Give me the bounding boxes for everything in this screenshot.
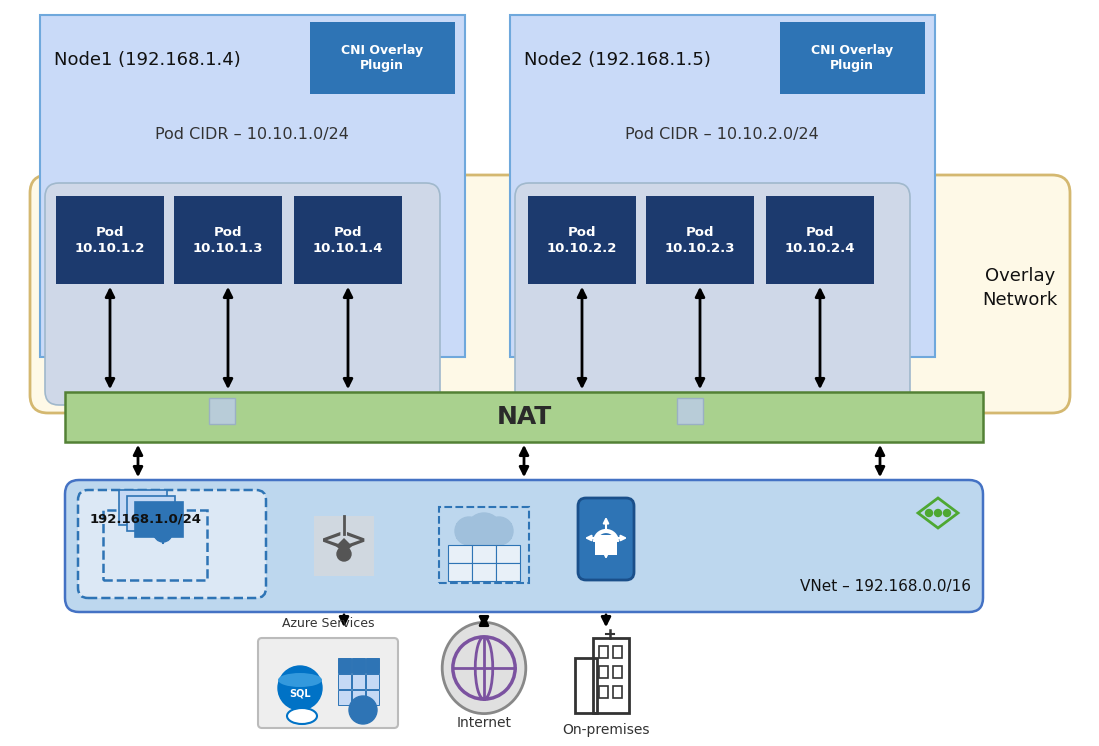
Circle shape	[154, 524, 173, 542]
Ellipse shape	[278, 673, 322, 687]
Text: <: <	[320, 527, 344, 555]
Text: Internet: Internet	[456, 716, 511, 730]
FancyBboxPatch shape	[314, 516, 374, 576]
FancyBboxPatch shape	[135, 502, 184, 537]
FancyBboxPatch shape	[338, 658, 351, 673]
Text: VNet – 192.168.0.0/16: VNet – 192.168.0.0/16	[800, 579, 972, 594]
Circle shape	[466, 513, 502, 549]
FancyBboxPatch shape	[56, 196, 164, 284]
FancyBboxPatch shape	[515, 183, 910, 405]
Text: Azure Services: Azure Services	[281, 617, 375, 630]
Circle shape	[934, 510, 942, 516]
FancyBboxPatch shape	[578, 498, 634, 580]
Text: Node1 (192.168.1.4): Node1 (192.168.1.4)	[54, 51, 241, 69]
Text: 192.168.1.0/24: 192.168.1.0/24	[90, 512, 202, 525]
Polygon shape	[336, 538, 352, 554]
FancyBboxPatch shape	[209, 398, 235, 424]
Circle shape	[455, 517, 482, 545]
FancyBboxPatch shape	[338, 690, 351, 705]
FancyBboxPatch shape	[65, 480, 983, 612]
Text: Overlay
Network: Overlay Network	[983, 267, 1057, 309]
FancyBboxPatch shape	[448, 545, 471, 563]
FancyBboxPatch shape	[65, 392, 983, 442]
Text: Pod
10.10.2.2: Pod 10.10.2.2	[547, 225, 618, 254]
FancyBboxPatch shape	[366, 690, 379, 705]
FancyBboxPatch shape	[40, 15, 465, 357]
FancyBboxPatch shape	[496, 563, 520, 581]
Circle shape	[278, 666, 322, 710]
FancyBboxPatch shape	[119, 490, 167, 525]
FancyBboxPatch shape	[352, 690, 365, 705]
FancyBboxPatch shape	[127, 496, 175, 531]
FancyBboxPatch shape	[366, 658, 379, 673]
FancyBboxPatch shape	[448, 563, 471, 581]
Text: Pod CIDR – 10.10.1.0/24: Pod CIDR – 10.10.1.0/24	[155, 128, 349, 142]
Circle shape	[925, 510, 932, 516]
FancyBboxPatch shape	[352, 674, 365, 689]
FancyBboxPatch shape	[646, 196, 754, 284]
Text: Pod
10.10.1.3: Pod 10.10.1.3	[192, 225, 264, 254]
Ellipse shape	[287, 708, 317, 724]
Text: Pod
10.10.2.3: Pod 10.10.2.3	[665, 225, 735, 254]
FancyBboxPatch shape	[78, 490, 266, 598]
Text: Pod CIDR – 10.10.2.0/24: Pod CIDR – 10.10.2.0/24	[625, 128, 819, 142]
Text: Pod
10.10.1.2: Pod 10.10.1.2	[75, 225, 145, 254]
FancyBboxPatch shape	[30, 175, 1070, 413]
Text: Pod
10.10.2.4: Pod 10.10.2.4	[785, 225, 855, 254]
FancyBboxPatch shape	[471, 545, 496, 563]
Text: NAT: NAT	[497, 405, 552, 429]
FancyBboxPatch shape	[174, 196, 282, 284]
Circle shape	[944, 510, 951, 516]
FancyBboxPatch shape	[677, 398, 703, 424]
Text: On-premises: On-premises	[563, 723, 650, 737]
FancyBboxPatch shape	[471, 563, 496, 581]
Text: Node2 (192.168.1.5): Node2 (192.168.1.5)	[524, 51, 711, 69]
FancyBboxPatch shape	[352, 658, 365, 673]
FancyBboxPatch shape	[45, 183, 440, 405]
Circle shape	[337, 547, 351, 561]
FancyBboxPatch shape	[528, 196, 636, 284]
Ellipse shape	[442, 622, 525, 714]
FancyBboxPatch shape	[780, 22, 925, 94]
Text: >: >	[344, 527, 368, 555]
FancyBboxPatch shape	[456, 523, 512, 539]
Text: CNI Overlay
Plugin: CNI Overlay Plugin	[341, 44, 423, 72]
Text: Pod
10.10.1.4: Pod 10.10.1.4	[313, 225, 384, 254]
Text: CNI Overlay
Plugin: CNI Overlay Plugin	[811, 44, 893, 72]
FancyBboxPatch shape	[310, 22, 455, 94]
FancyBboxPatch shape	[258, 638, 398, 728]
Circle shape	[485, 517, 513, 545]
FancyBboxPatch shape	[338, 674, 351, 689]
FancyBboxPatch shape	[595, 535, 617, 555]
FancyBboxPatch shape	[496, 545, 520, 563]
Circle shape	[349, 696, 377, 724]
FancyBboxPatch shape	[766, 196, 874, 284]
FancyBboxPatch shape	[366, 674, 379, 689]
FancyBboxPatch shape	[510, 15, 935, 357]
FancyBboxPatch shape	[295, 196, 402, 284]
Text: SQL: SQL	[289, 688, 311, 698]
